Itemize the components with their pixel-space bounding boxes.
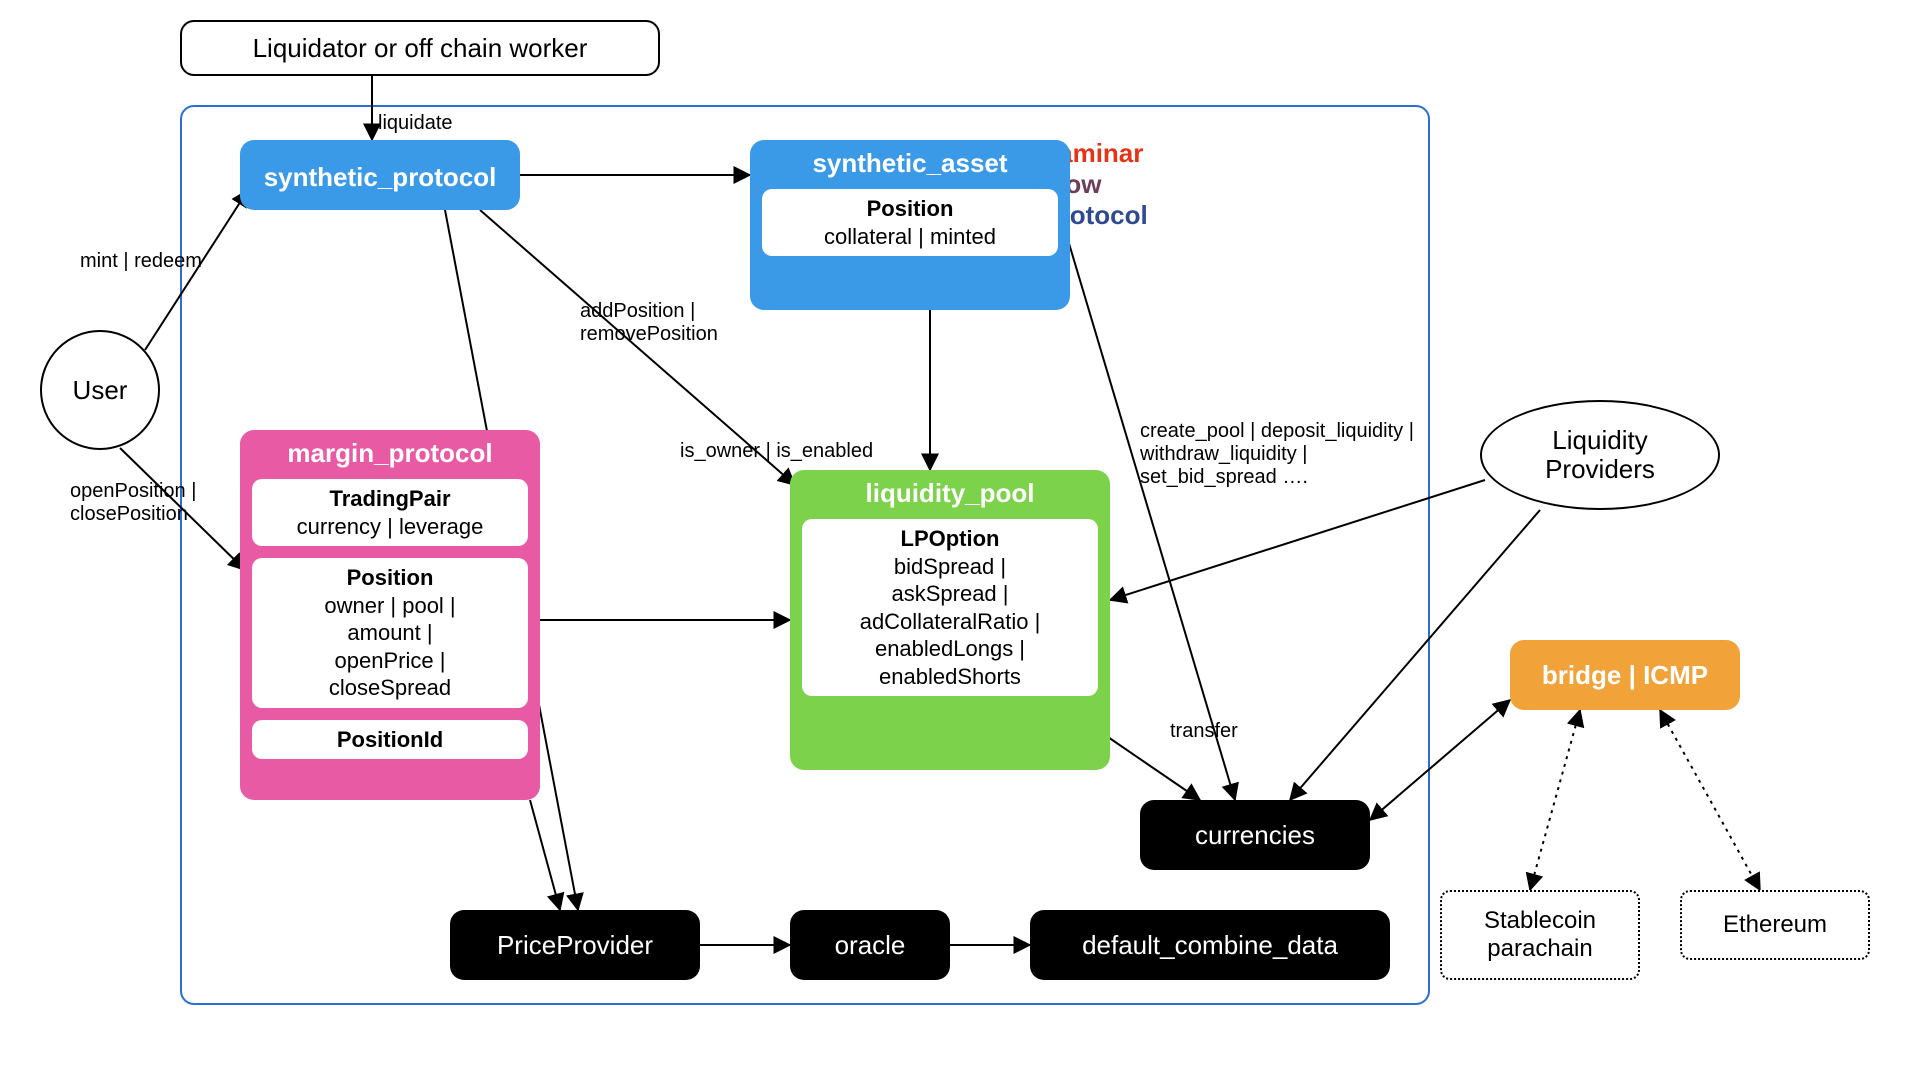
lp-inner-0-l3: adCollateralRatio | xyxy=(816,608,1084,636)
oracle-label: oracle xyxy=(835,930,906,961)
mp-inner-1: Position owner | pool | amount | openPri… xyxy=(252,558,528,708)
mp-inner-1-l0: Position xyxy=(266,564,514,592)
node-ethereum: Ethereum xyxy=(1680,890,1870,960)
synthetic-protocol-title: synthetic_protocol xyxy=(264,154,497,197)
node-synthetic-asset: synthetic_asset Position collateral | mi… xyxy=(750,140,1070,310)
node-synthetic-protocol: synthetic_protocol xyxy=(240,140,520,210)
node-currencies: currencies xyxy=(1140,800,1370,870)
liquidator-label: Liquidator or off chain worker xyxy=(253,33,588,64)
label-liquidate: liquidate xyxy=(378,112,453,135)
mp-inner-0: TradingPair currency | leverage xyxy=(252,479,528,546)
stablecoin-l1: Stablecoin xyxy=(1484,907,1596,935)
node-bridge: bridge | ICMP xyxy=(1510,640,1740,710)
mp-inner-2: PositionId xyxy=(252,720,528,760)
sa-inner-0-l0: Position xyxy=(776,195,1044,223)
mp-inner-1-l4: closeSpread xyxy=(266,674,514,702)
node-liquidity-pool: liquidity_pool LPOption bidSpread | askS… xyxy=(790,470,1110,770)
lp-inner-0-l1: bidSpread | xyxy=(816,553,1084,581)
node-default-combine-data: default_combine_data xyxy=(1030,910,1390,980)
liquidity-pool-title: liquidity_pool xyxy=(866,470,1035,513)
label-create-pool: create_pool | deposit_liquidity | withdr… xyxy=(1140,420,1414,489)
label-is-owner: is_owner | is_enabled xyxy=(680,440,873,463)
edge-bridge_to_stable xyxy=(1530,710,1580,890)
synthetic-asset-inner-0: Position collateral | minted xyxy=(762,189,1058,256)
label-mint-redeem: mint | redeem xyxy=(80,250,202,273)
node-margin-protocol: margin_protocol TradingPair currency | l… xyxy=(240,430,540,800)
label-add-remove: addPosition | removePosition xyxy=(580,300,718,346)
lp-label-2: Providers xyxy=(1545,455,1655,484)
node-oracle: oracle xyxy=(790,910,950,980)
sa-inner-0-l1: collateral | minted xyxy=(776,223,1044,251)
mp-inner-0-l0: TradingPair xyxy=(266,485,514,513)
mp-inner-1-l2: amount | xyxy=(266,619,514,647)
stablecoin-l2: parachain xyxy=(1487,935,1592,963)
mp-inner-0-l1: currency | leverage xyxy=(266,513,514,541)
lp-inner-0-l5: enabledShorts xyxy=(816,663,1084,691)
node-liquidator: Liquidator or off chain worker xyxy=(180,20,660,76)
price-provider-label: PriceProvider xyxy=(497,930,653,961)
dcd-label: default_combine_data xyxy=(1082,930,1338,961)
lp-inner-0: LPOption bidSpread | askSpread | adColla… xyxy=(802,519,1098,696)
label-open-close: openPosition | closePosition xyxy=(70,480,196,526)
currencies-label: currencies xyxy=(1195,820,1315,851)
lp-inner-0-l4: enabledLongs | xyxy=(816,635,1084,663)
margin-protocol-title: margin_protocol xyxy=(287,430,492,473)
synthetic-asset-title: synthetic_asset xyxy=(812,140,1007,183)
mp-inner-2-l0: PositionId xyxy=(266,726,514,754)
lp-label-1: Liquidity xyxy=(1552,426,1647,455)
lp-inner-0-l2: askSpread | xyxy=(816,580,1084,608)
edge-bridge_to_eth xyxy=(1660,710,1760,890)
user-label: User xyxy=(73,375,128,406)
mp-inner-1-l3: openPrice | xyxy=(266,647,514,675)
node-stablecoin: Stablecoin parachain xyxy=(1440,890,1640,980)
bridge-title: bridge | ICMP xyxy=(1542,660,1708,691)
node-liquidity-providers: Liquidity Providers xyxy=(1480,400,1720,510)
node-price-provider: PriceProvider xyxy=(450,910,700,980)
mp-inner-1-l1: owner | pool | xyxy=(266,592,514,620)
lp-inner-0-l0: LPOption xyxy=(816,525,1084,553)
node-user: User xyxy=(40,330,160,450)
label-transfer: transfer xyxy=(1170,720,1238,743)
ethereum-l1: Ethereum xyxy=(1723,911,1827,939)
